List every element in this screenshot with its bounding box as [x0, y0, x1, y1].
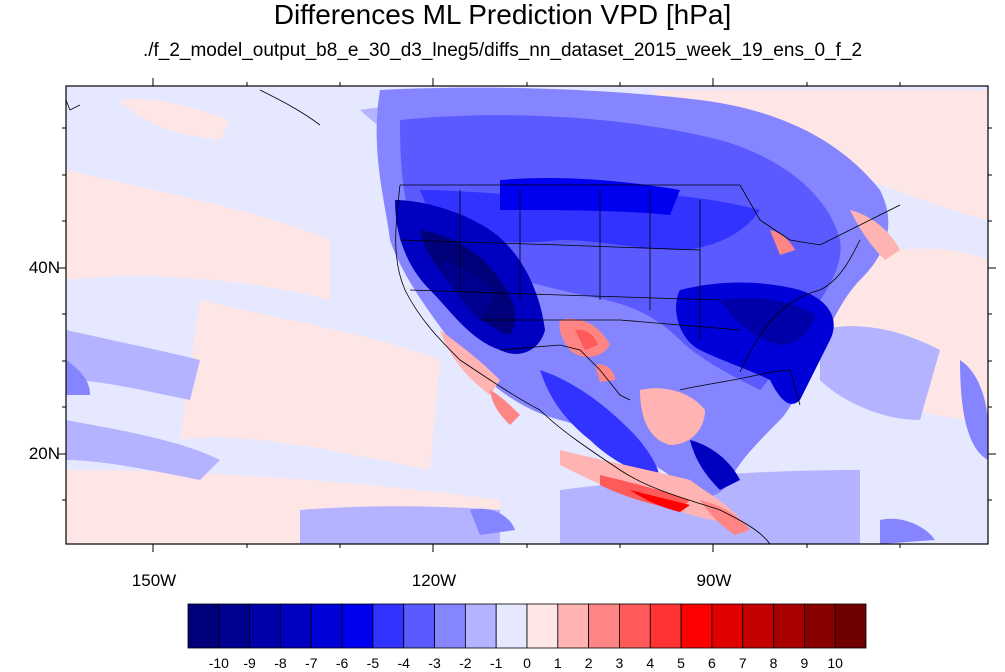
colorbar-swatch — [803, 603, 836, 649]
colorbar-tick-label: -1 — [489, 655, 503, 671]
colorbar-tick-label: -3 — [428, 655, 441, 671]
colorbar-tick-label: -6 — [335, 655, 349, 671]
axis-ticks — [58, 78, 996, 552]
colorbar-swatch — [187, 603, 220, 649]
colorbar-tick-label: 1 — [553, 655, 562, 671]
colorbar-swatch — [341, 603, 374, 649]
colorbar — [187, 603, 867, 649]
lon-label-150w: 150W — [131, 571, 177, 590]
colorbar-tick-label: -4 — [397, 655, 410, 671]
colorbar-tick-label: -10 — [208, 655, 229, 671]
colorbar-swatch — [280, 603, 312, 649]
colorbar-swatch — [649, 603, 682, 649]
colorbar-swatch — [434, 603, 466, 649]
colorbar-swatch — [464, 603, 497, 649]
colorbar-swatch — [218, 603, 251, 649]
colorbar-tick-label: 10 — [827, 655, 843, 671]
map-title: Differences ML Prediction VPD [hPa] — [273, 0, 732, 30]
colorbar-tick-label: 8 — [769, 655, 778, 671]
colorbar-swatch — [619, 603, 651, 649]
colorbar-tick-label: 0 — [523, 655, 531, 671]
colorbar-tick-label: 6 — [708, 655, 716, 671]
colorbar-swatch — [711, 603, 744, 649]
colorbar-swatch — [495, 603, 528, 649]
colorbar-swatch — [742, 603, 774, 649]
colorbar-swatch — [773, 603, 805, 649]
colorbar-tick-label: -5 — [366, 655, 380, 671]
colorbar-swatch — [249, 603, 281, 649]
colorbar-tick-label: 3 — [615, 655, 624, 671]
colorbar-tick-label: 4 — [646, 655, 655, 671]
colorbar-swatch — [557, 603, 590, 649]
lat-label-40n: 40N — [28, 258, 60, 277]
colorbar-tick-label: 7 — [738, 655, 747, 671]
colorbar-swatch — [526, 603, 559, 649]
map-subtitle: ./f_2_model_output_b8_e_30_d3_lneg5/diff… — [142, 40, 863, 61]
lon-label-90w: 90W — [696, 571, 732, 590]
colorbar-tick-label: -2 — [459, 655, 472, 671]
colorbar-tick-label: -7 — [305, 655, 318, 671]
lon-label-120w: 120W — [411, 571, 457, 590]
colorbar-swatch — [588, 603, 620, 649]
colorbar-swatch — [310, 603, 343, 649]
colorbar-swatch — [834, 603, 867, 649]
colorbar-tick-label: -8 — [274, 655, 287, 671]
colorbar-swatch — [372, 603, 405, 649]
colorbar-tick-label: 2 — [584, 655, 593, 671]
colorbar-tick-label: 9 — [800, 655, 809, 671]
lat-label-20n: 20N — [28, 444, 60, 463]
colorbar-swatch — [680, 603, 713, 649]
colorbar-tick-label: -9 — [243, 655, 256, 671]
field-layer — [66, 86, 988, 544]
colorbar-swatch — [403, 603, 435, 649]
boundary-lines — [66, 89, 901, 544]
colorbar-tick-label: 5 — [677, 655, 685, 671]
